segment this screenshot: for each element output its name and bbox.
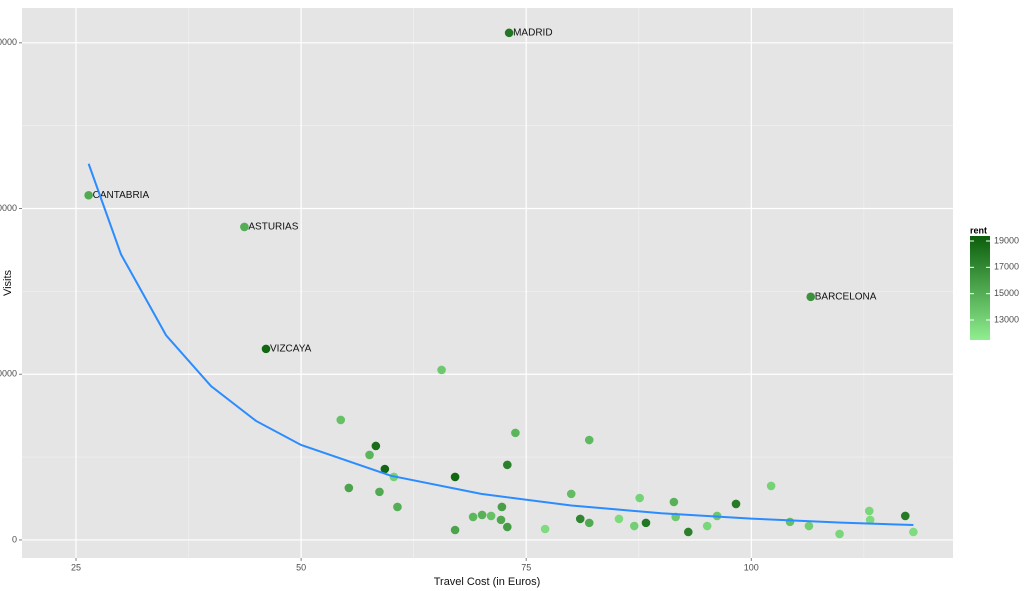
point-label: MADRID [513,27,552,38]
point [365,450,374,460]
colorbar-label: 17000 [994,262,1019,272]
y-tick-label: 30000 [0,37,17,47]
y-tick-label: 0 [12,534,17,544]
point [575,514,585,524]
point [380,464,390,474]
point [503,460,512,470]
point [496,515,506,525]
fit-line [87,163,914,527]
point [804,521,814,531]
point [865,515,875,525]
point [437,365,446,375]
point [909,527,918,537]
point [511,428,520,438]
point [766,481,776,491]
point [371,441,381,451]
point-label: BARCELONA [815,291,877,302]
point [629,521,639,531]
point [900,511,910,521]
point [375,487,384,497]
point [468,512,478,522]
point [669,497,679,507]
point [641,518,651,528]
point [504,28,514,38]
x-tick-label: 25 [71,562,81,572]
point [393,502,402,512]
point-label: ASTURIAS [248,222,298,233]
point [584,518,594,528]
x-tick-label: 100 [744,562,759,572]
panel [22,8,953,558]
point [683,527,693,537]
x-tick-label: 75 [521,562,531,572]
point [450,525,460,535]
point [336,415,346,425]
point [540,524,550,534]
x-tick-label: 50 [296,562,306,572]
point-label: CANTABRIA [93,190,150,201]
point-label: VIZCAYA [270,344,312,355]
point [864,506,874,516]
point [240,222,249,232]
point [702,521,712,531]
point [261,344,271,354]
point [785,517,795,527]
point [477,510,487,520]
point [614,514,624,524]
colorbar [970,236,990,340]
point [806,292,816,302]
point [584,435,594,445]
point [497,502,507,512]
x-axis-title: Travel Cost (in Euros) [434,576,541,588]
y-tick-label: 20000 [0,203,17,213]
point [566,489,576,499]
colorbar-label: 15000 [994,288,1019,298]
point [731,499,741,509]
point [503,522,512,532]
point [84,190,93,200]
y-axis-title: Visits [2,269,14,296]
point [344,483,354,493]
point [835,529,844,539]
legend-title: rent [970,225,987,235]
point [450,472,460,482]
colorbar-label: 13000 [994,314,1019,324]
colorbar-label: 19000 [994,235,1019,245]
point [486,511,496,521]
point [635,493,644,503]
